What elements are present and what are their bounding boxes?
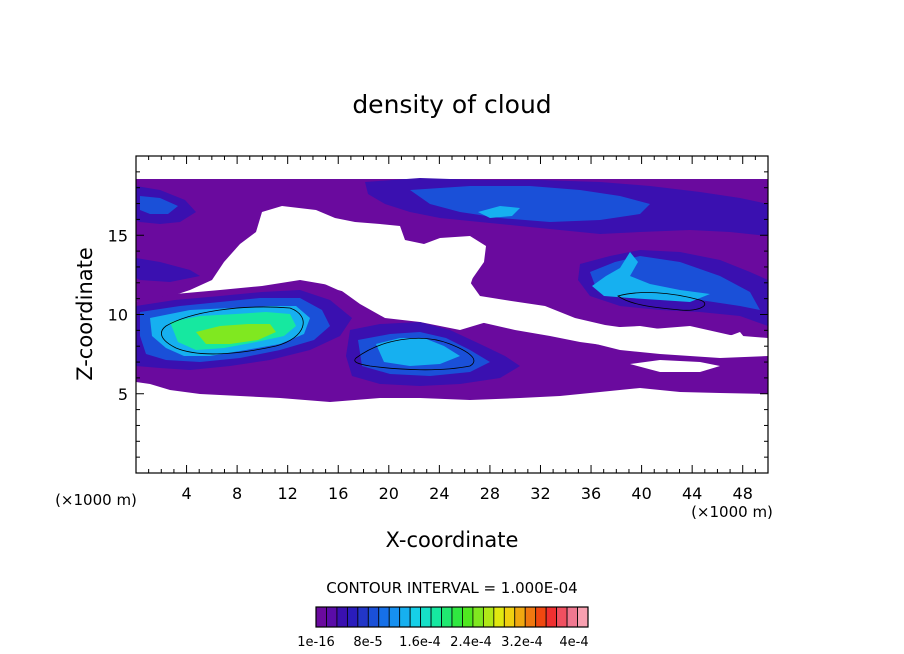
colorbar-swatch xyxy=(493,606,505,628)
colorbar-swatch xyxy=(430,606,442,628)
colorbar-label: 4e-4 xyxy=(559,635,588,650)
upper-left-l3 xyxy=(140,196,178,214)
contour-line-left xyxy=(161,306,304,355)
center-core-l4 xyxy=(376,338,460,366)
colorbar-label: 3.2e-4 xyxy=(501,635,543,650)
x-unit-left: (×1000 m) xyxy=(55,491,137,509)
x-tick-label: 28 xyxy=(480,484,500,503)
cloud-free-gaps xyxy=(222,212,768,372)
x-unit-right: (×1000 m) xyxy=(691,503,773,521)
gap-right-1 xyxy=(600,326,700,340)
gap-right-3 xyxy=(724,332,748,350)
colorbar-label: 1.6e-4 xyxy=(399,635,441,650)
right-core-l4 xyxy=(592,252,710,302)
gap-left xyxy=(222,212,318,284)
colorbar-swatch xyxy=(503,606,516,628)
colorbar-swatch xyxy=(472,606,484,628)
y-tick-labels: 5 10 15 xyxy=(108,226,128,404)
x-tick-label: 20 xyxy=(379,484,399,503)
x-tick-label: 4 xyxy=(181,484,191,503)
axis-ticks xyxy=(136,156,768,473)
chart-title: density of cloud xyxy=(352,90,551,119)
colorbar-swatch xyxy=(336,606,348,628)
colorbar-swatch xyxy=(566,606,578,628)
x-axis-label: X-coordinate xyxy=(386,528,519,552)
x-tick-label: 48 xyxy=(733,484,753,503)
colorbar-label: 1e-16 xyxy=(297,635,335,650)
y-tick-label: 15 xyxy=(108,226,128,245)
colorbar-swatch xyxy=(326,606,338,628)
colorbar-swatch xyxy=(409,606,422,628)
colorbar-swatch xyxy=(399,606,411,628)
top-band-l3 xyxy=(410,186,650,222)
x-tick-label: 8 xyxy=(232,484,242,503)
colorbar-swatch xyxy=(441,606,453,628)
colorbar-swatch xyxy=(315,606,327,628)
colorbar-label: 8e-5 xyxy=(353,635,382,650)
colorbar-swatch xyxy=(482,606,495,628)
contour-line-center xyxy=(354,337,475,371)
colorbar-swatch xyxy=(535,606,547,628)
x-tick-label: 16 xyxy=(328,484,348,503)
left-core-l6 xyxy=(196,324,276,344)
left-side-l2 xyxy=(136,258,200,282)
colorbar-swatch xyxy=(378,606,390,628)
x-tick-label: 24 xyxy=(429,484,449,503)
x-tick-label: 44 xyxy=(682,484,702,503)
colorbar xyxy=(315,606,589,628)
contour-interval-label: CONTOUR INTERVAL = 1.000E-04 xyxy=(326,579,577,597)
colorbar-label: 2.4e-4 xyxy=(450,635,492,650)
gap-right-2 xyxy=(630,360,720,372)
contour-level-6 xyxy=(196,324,276,344)
colorbar-swatch xyxy=(451,606,463,628)
colorbar-swatch xyxy=(420,606,432,628)
colorbar-swatch xyxy=(514,606,526,628)
colorbar-swatch xyxy=(524,606,537,628)
plot-area xyxy=(136,156,768,473)
y-axis-label: Z-coordinate xyxy=(73,247,97,381)
contour-lines xyxy=(161,292,706,371)
x-tick-labels: 4 8 12 16 20 24 28 32 36 40 44 48 xyxy=(181,484,752,503)
colorbar-swatch xyxy=(367,606,380,628)
contour-line-right xyxy=(617,292,706,311)
colorbar-swatch xyxy=(388,606,401,628)
colorbar-frame xyxy=(315,606,589,628)
y-tick-label: 10 xyxy=(108,306,128,325)
x-tick-label: 36 xyxy=(581,484,601,503)
colorbar-swatch xyxy=(346,606,359,628)
colorbar-swatch xyxy=(357,606,369,628)
colorbar-swatch xyxy=(556,606,568,628)
x-tick-label: 32 xyxy=(530,484,550,503)
gap-center xyxy=(300,244,768,352)
colorbar-swatch xyxy=(545,606,558,628)
colorbar-swatch xyxy=(462,606,474,628)
x-tick-label: 12 xyxy=(278,484,298,503)
y-tick-label: 5 xyxy=(118,385,128,404)
top-band-l4 xyxy=(478,206,520,218)
colorbar-labels: 1e-16 8e-5 1.6e-4 2.4e-4 3.2e-4 4e-4 xyxy=(297,635,588,650)
colorbar-swatch xyxy=(577,606,589,628)
x-tick-label: 40 xyxy=(631,484,651,503)
